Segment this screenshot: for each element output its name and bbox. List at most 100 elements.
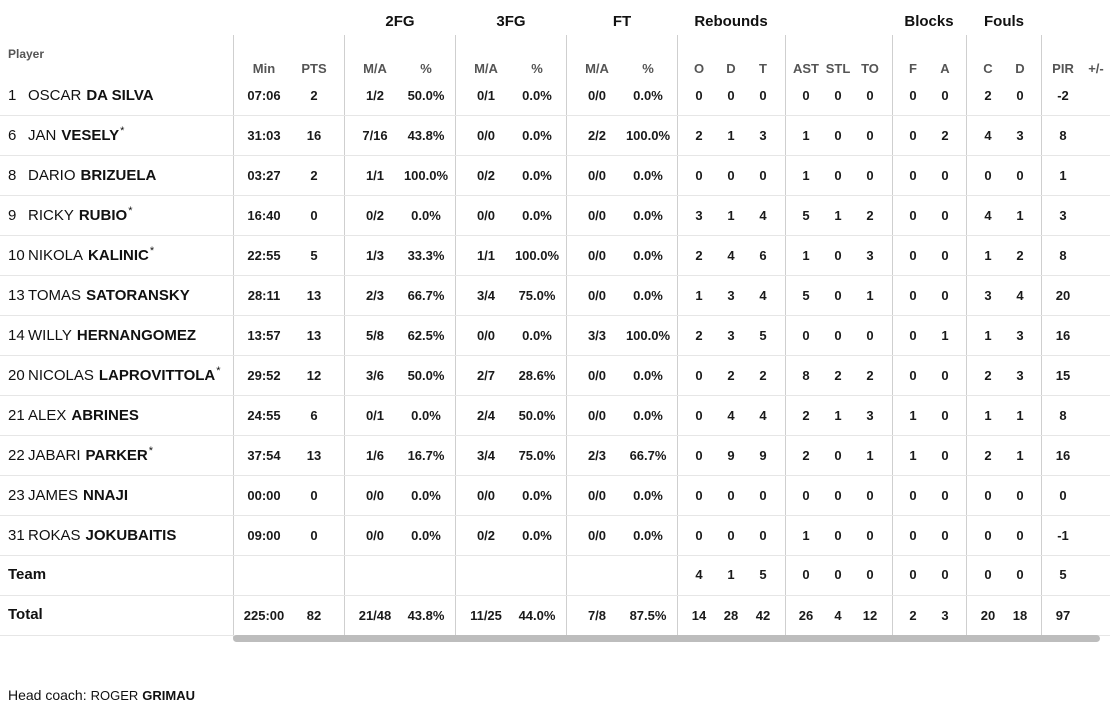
player-first-name: ROKAS: [28, 526, 81, 544]
stat-ast: 1: [802, 527, 810, 543]
player-last-name: NNAJI: [83, 486, 129, 504]
stat-foul-c: 3: [984, 287, 992, 303]
stat-2fg-ma: 21/48: [358, 607, 392, 623]
player-name[interactable]: 20 NICOLAS LAPROVITTOLA *: [8, 363, 230, 387]
player-last-name: ABRINES: [71, 406, 139, 424]
stat-blk-a: 0: [941, 487, 949, 503]
stat-to: 0: [866, 87, 874, 103]
stat-ast: 0: [802, 566, 810, 582]
stat-ft-ma: 0/0: [587, 167, 607, 183]
stat-3fg-pct: 0.0%: [522, 127, 552, 143]
column-header-blk-f: F: [909, 60, 917, 76]
player-last-name: HERNANGOMEZ: [76, 326, 197, 344]
player-number: 31: [8, 526, 25, 544]
player-column-header: Player: [8, 47, 45, 61]
stat-plus-minus: [1077, 243, 1115, 267]
stat-pir: 16: [1055, 327, 1071, 343]
stat-ft-pct: 0.0%: [633, 367, 663, 383]
column-separator: [1041, 35, 1042, 638]
stat-2fg-ma: 0/2: [365, 207, 385, 223]
player-name[interactable]: 9 RICKY RUBIO *: [8, 203, 230, 227]
player-name[interactable]: 23 JAMES NNAJI: [8, 483, 230, 507]
column-separator: [785, 35, 786, 638]
row-divider: [0, 115, 1110, 116]
stat-reb-t: 2: [759, 367, 767, 383]
player-first-name: NICOLAS: [28, 366, 94, 384]
stat-2fg-pct: 0.0%: [411, 527, 441, 543]
stat-blk-a: 0: [941, 87, 949, 103]
stat-blk-a: 0: [941, 247, 949, 263]
stat-ft-pct: [613, 562, 683, 586]
player-name[interactable]: 22 JABARI PARKER *: [8, 443, 230, 467]
stat-to: 0: [866, 127, 874, 143]
stat-2fg-ma: 1/1: [365, 167, 385, 183]
stat-pts: 13: [306, 287, 322, 303]
column-header-ft-ma: M/A: [585, 60, 609, 76]
stat-plus-minus: [1077, 163, 1115, 187]
stat-foul-c: 1: [984, 247, 992, 263]
stat-stl: 0: [834, 447, 842, 463]
stat-pts: [287, 562, 341, 586]
player-name[interactable]: 21 ALEX ABRINES: [8, 403, 230, 427]
column-header-to: TO: [861, 60, 879, 76]
column-separator: [455, 35, 456, 638]
stat-reb-d: 1: [727, 207, 735, 223]
stat-ft-ma: 2/3: [587, 447, 607, 463]
player-name[interactable]: 14 WILLY HERNANGOMEZ: [8, 323, 230, 347]
stat-reb-o: 1: [695, 287, 703, 303]
player-name[interactable]: 31 ROKAS JOKUBAITIS: [8, 523, 230, 547]
stat-pts: 16: [306, 127, 322, 143]
player-name[interactable]: 10 NIKOLA KALINIC *: [8, 243, 230, 267]
stat-foul-c: 0: [984, 167, 992, 183]
column-header-reb-o: O: [693, 60, 705, 76]
stat-3fg-ma: 1/1: [476, 247, 496, 263]
player-first-name: JABARI: [28, 446, 81, 464]
stat-ast: 26: [798, 607, 814, 623]
column-separator: [344, 35, 345, 638]
player-name[interactable]: 6 JAN VESELY *: [8, 123, 230, 147]
stat-3fg-pct: 0.0%: [522, 167, 552, 183]
stat-2fg-ma: 1/6: [365, 447, 385, 463]
stat-min: 24:55: [247, 407, 281, 423]
stat-pir: 16: [1055, 447, 1071, 463]
stat-2fg-ma: 1/2: [365, 87, 385, 103]
stat-3fg-pct: 0.0%: [522, 487, 552, 503]
stat-ft-pct: 0.0%: [633, 407, 663, 423]
stat-plus-minus: [1077, 123, 1115, 147]
stat-to: 12: [862, 607, 878, 623]
stat-foul-d: 0: [1016, 487, 1024, 503]
column-separator: [566, 35, 567, 638]
column-separator: [966, 35, 967, 638]
stat-ast: 8: [802, 367, 810, 383]
horizontal-scrollbar[interactable]: [233, 635, 1100, 642]
stat-2fg-pct: 0.0%: [411, 487, 441, 503]
stat-foul-c: 0: [984, 566, 992, 582]
stat-pir: 3: [1059, 207, 1067, 223]
group-header: Rebounds: [694, 12, 768, 30]
column-header-2fg-ma: M/A: [363, 60, 387, 76]
player-name[interactable]: 1 OSCAR DA SILVA: [8, 83, 230, 107]
player-first-name: NIKOLA: [28, 246, 84, 264]
column-header-min: Min: [252, 60, 276, 76]
stat-reb-o: 0: [695, 407, 703, 423]
head-coach-last-name: GRIMAU: [142, 688, 195, 703]
stat-blk-a: 1: [941, 327, 949, 343]
stat-reb-d: 0: [727, 167, 735, 183]
stat-stl: 1: [834, 407, 842, 423]
stat-3fg-pct: 0.0%: [522, 527, 552, 543]
player-name[interactable]: 8 DARIO BRIZUELA: [8, 163, 230, 187]
stat-3fg-pct: [502, 562, 572, 586]
stat-reb-t: 0: [759, 487, 767, 503]
stat-2fg-ma: 3/6: [365, 367, 385, 383]
player-name[interactable]: 13 TOMAS SATORANSKY: [8, 283, 230, 307]
stat-foul-d: 18: [1012, 607, 1028, 623]
stat-foul-c: 20: [980, 607, 996, 623]
stat-3fg-ma: 0/0: [476, 127, 496, 143]
stat-foul-c: 1: [984, 407, 992, 423]
stat-foul-d: 2: [1016, 247, 1024, 263]
column-header-reb-d: D: [726, 60, 736, 76]
stat-blk-f: 0: [909, 167, 917, 183]
stat-2fg-ma: 2/3: [365, 287, 385, 303]
player-last-name: RUBIO: [78, 206, 128, 224]
stat-ast: 1: [802, 167, 810, 183]
